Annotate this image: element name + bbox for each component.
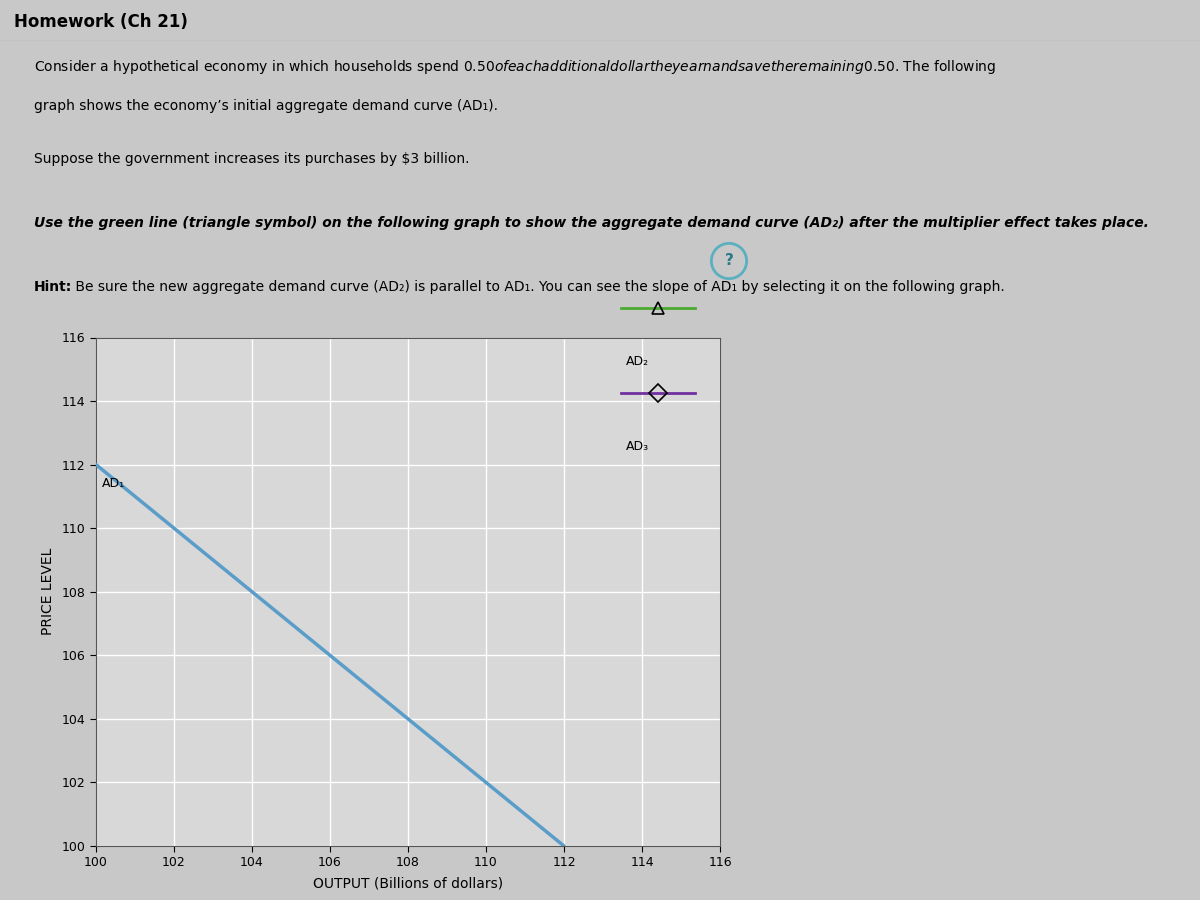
Text: Consider a hypothetical economy in which households spend $0.50 of each addition: Consider a hypothetical economy in which… [34,58,996,76]
Text: ?: ? [725,254,733,268]
X-axis label: OUTPUT (Billions of dollars): OUTPUT (Billions of dollars) [313,877,503,890]
Text: AD₃: AD₃ [626,440,649,453]
Text: graph shows the economy’s initial aggregate demand curve (AD₁).: graph shows the economy’s initial aggreg… [34,99,498,113]
Text: Homework (Ch 21): Homework (Ch 21) [14,14,188,32]
Y-axis label: PRICE LEVEL: PRICE LEVEL [41,548,55,635]
Text: Hint:: Hint: [34,281,72,294]
Text: AD₂: AD₂ [626,355,649,368]
Text: Be sure the new aggregate demand curve (AD₂) is parallel to AD₁. You can see the: Be sure the new aggregate demand curve (… [71,281,1004,294]
Text: Suppose the government increases its purchases by $3 billion.: Suppose the government increases its pur… [34,151,469,166]
Text: Use the green line (triangle symbol) on the following graph to show the aggregat: Use the green line (triangle symbol) on … [34,216,1148,230]
Text: AD₁: AD₁ [102,477,125,490]
